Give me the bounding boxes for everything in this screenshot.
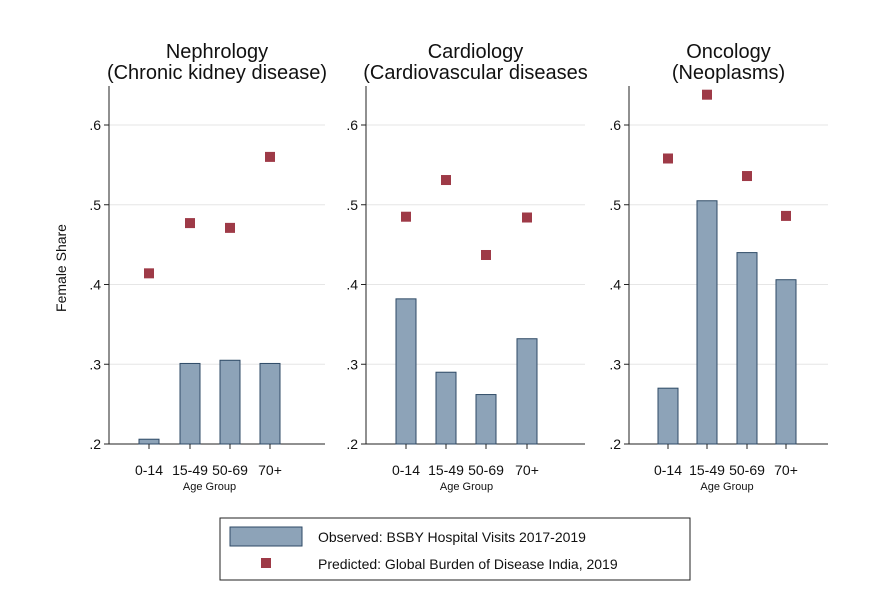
panels-group: Nephrology(Chronic kidney disease) .2 .3 .4… — [89, 41, 828, 493]
marker-50-69 — [742, 171, 752, 182]
x-tick-label: 50-69 — [212, 462, 248, 478]
x-axis-title: Age Group — [183, 481, 236, 493]
panel-title-line1: Nephrology — [166, 41, 268, 63]
x-tick-label: 15-49 — [689, 462, 725, 478]
legend-bar-swatch — [229, 526, 303, 547]
legend: Observed: BSBY Hospital Visits 2017-2019… — [219, 517, 691, 581]
y-tick-label: .6 — [346, 117, 358, 133]
marker-70+ — [781, 210, 791, 221]
marker-0-14 — [663, 153, 673, 164]
x-tick-label: 0-14 — [135, 462, 163, 478]
y-tick-label: .4 — [89, 277, 101, 293]
marker-15-49 — [185, 218, 195, 229]
y-tick-label: .3 — [346, 356, 358, 372]
y-tick-label: .3 — [609, 356, 621, 372]
bar-15-49 — [435, 371, 457, 445]
panel-title-line2: (Chronic kidney disease) — [107, 62, 327, 84]
marker-70+ — [522, 212, 532, 223]
x-tick-label: 50-69 — [468, 462, 504, 478]
bar-0-14 — [138, 438, 160, 445]
marker-50-69 — [481, 249, 491, 260]
panel-title-line1: Oncology — [686, 41, 771, 63]
x-tick-label: 70+ — [258, 462, 282, 478]
marker-50-69 — [225, 222, 235, 233]
y-axis-title: Female Share — [53, 224, 69, 312]
bar-70+ — [516, 338, 538, 445]
y-tick-label: .4 — [346, 277, 358, 293]
y-tick-label: .3 — [89, 356, 101, 372]
bar-15-49 — [179, 362, 201, 445]
y-tick-label: .2 — [346, 436, 358, 452]
panel-title-line2: (Cardiovascular diseases — [363, 62, 588, 84]
x-tick-label: 70+ — [774, 462, 798, 478]
y-tick-label: .2 — [609, 436, 621, 452]
y-tick-label: .2 — [89, 436, 101, 452]
marker-0-14 — [401, 211, 411, 222]
marker-0-14 — [144, 268, 154, 279]
bar-50-69 — [219, 359, 241, 445]
panel-title-line1: Cardiology — [428, 41, 524, 63]
y-tick-label: .4 — [609, 277, 621, 293]
y-tick-label: .6 — [89, 117, 101, 133]
y-tick-label: .6 — [609, 117, 621, 133]
x-tick-label: 50-69 — [729, 462, 765, 478]
bar-0-14 — [395, 298, 417, 445]
bar-0-14 — [657, 387, 679, 445]
marker-15-49 — [702, 89, 712, 100]
bar-50-69 — [736, 252, 758, 445]
panel-2: Cardiology(Cardiovascular diseases .2 .3 .4… — [346, 41, 587, 493]
panel-title-line2: (Neoplasms) — [672, 62, 785, 84]
x-axis-title: Age Group — [440, 481, 493, 493]
bar-15-49 — [696, 200, 718, 445]
y-tick-label: .5 — [609, 197, 621, 213]
x-tick-label: 0-14 — [392, 462, 420, 478]
x-tick-label: 15-49 — [428, 462, 464, 478]
x-axis-title: Age Group — [700, 481, 753, 493]
legend-label-observed: Observed: BSBY Hospital Visits 2017-2019 — [318, 529, 586, 545]
y-tick-label: .5 — [346, 197, 358, 213]
bar-50-69 — [475, 394, 497, 445]
bar-70+ — [259, 362, 281, 445]
legend-label-predicted: Predicted: Global Burden of Disease Indi… — [318, 556, 618, 572]
panel-3: Oncology(Neoplasms) .2 .3 .4 .5 .6 0-14 15-49 50… — [609, 41, 828, 493]
x-tick-label: 0-14 — [654, 462, 682, 478]
y-tick-label: .5 — [89, 197, 101, 213]
x-tick-label: 70+ — [515, 462, 539, 478]
legend-marker-swatch — [261, 558, 271, 568]
panel-1: Nephrology(Chronic kidney disease) .2 .3 .4… — [89, 41, 327, 493]
bar-70+ — [775, 279, 797, 445]
marker-15-49 — [441, 175, 451, 186]
x-tick-label: 15-49 — [172, 462, 208, 478]
marker-70+ — [265, 151, 275, 162]
